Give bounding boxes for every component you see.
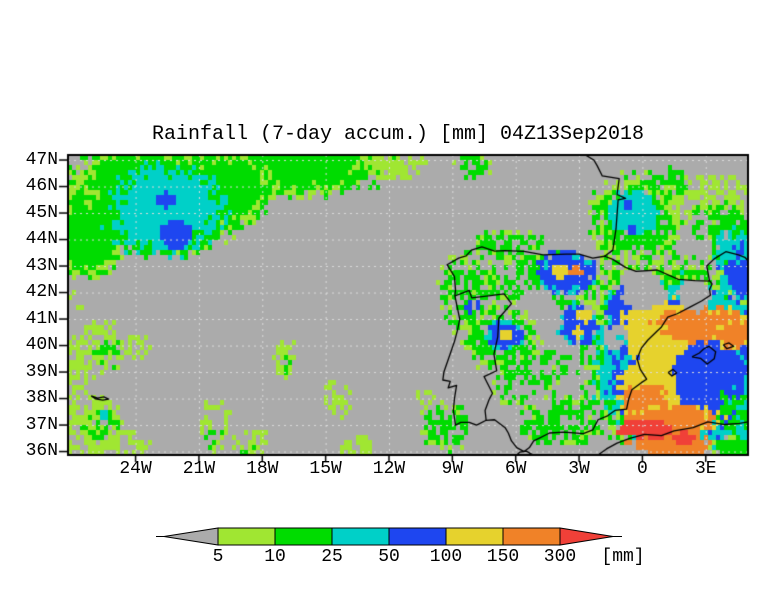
- y-axis-tick-label: 47N: [25, 149, 58, 170]
- y-axis-tick-label: 38N: [25, 388, 58, 409]
- y-axis-tick-label: 36N: [25, 441, 58, 462]
- colorbar-tick-label: 5: [212, 547, 224, 567]
- y-axis-tick-label: 41N: [25, 308, 58, 329]
- colorbar-cell: [445, 527, 504, 546]
- colorbar-cell: [217, 527, 276, 546]
- y-axis-tick-label: 37N: [25, 414, 58, 435]
- y-axis-tick-label: 46N: [25, 176, 58, 197]
- x-axis-tick-label: 21W: [182, 459, 216, 479]
- x-axis-tick-label: 6W: [504, 459, 527, 479]
- y-axis-tick-label: 40N: [25, 335, 58, 356]
- x-axis-tick-label: 15W: [309, 459, 342, 479]
- x-axis-tick-label: 3W: [568, 459, 590, 479]
- y-axis-tick-label: 43N: [25, 255, 58, 276]
- colorbar-cell: [274, 527, 333, 546]
- colorbar-tick-label: 300: [543, 547, 577, 567]
- x-axis-tick-label: 24W: [119, 459, 152, 479]
- colorbar-tick-label: 100: [429, 547, 463, 567]
- y-axis-tick-label: 45N: [25, 202, 58, 223]
- x-axis-tick-label: 9W: [441, 459, 464, 479]
- colorbar-tick-label: 150: [486, 547, 520, 567]
- y-axis-tick-label: 44N: [25, 229, 58, 250]
- x-axis-tick-label: 0: [637, 459, 648, 479]
- y-axis-tick-label: 39N: [25, 361, 58, 382]
- colorbar-unit-label: [mm]: [601, 547, 645, 567]
- colorbar-cell: [502, 527, 561, 546]
- colorbar-tick-label: 10: [264, 547, 286, 567]
- colorbar-tick-label: 25: [321, 547, 343, 567]
- colorbar-cell: [331, 527, 390, 546]
- y-axis-tick-label: 42N: [25, 282, 58, 303]
- colorbar-cell: [388, 527, 447, 546]
- colorbar-tick-label: 50: [378, 547, 400, 567]
- colorbar-high-arrow: [559, 527, 614, 546]
- chart-title: Rainfall (7-day accum.) [mm] 04Z13Sep201…: [151, 123, 645, 146]
- x-axis-tick-label: 12W: [372, 459, 406, 479]
- x-axis-tick-label: 18W: [246, 459, 279, 479]
- colorbar-low-arrow: [163, 527, 219, 546]
- colorbar: [156, 527, 622, 546]
- x-axis-tick-label: 3E: [694, 459, 717, 479]
